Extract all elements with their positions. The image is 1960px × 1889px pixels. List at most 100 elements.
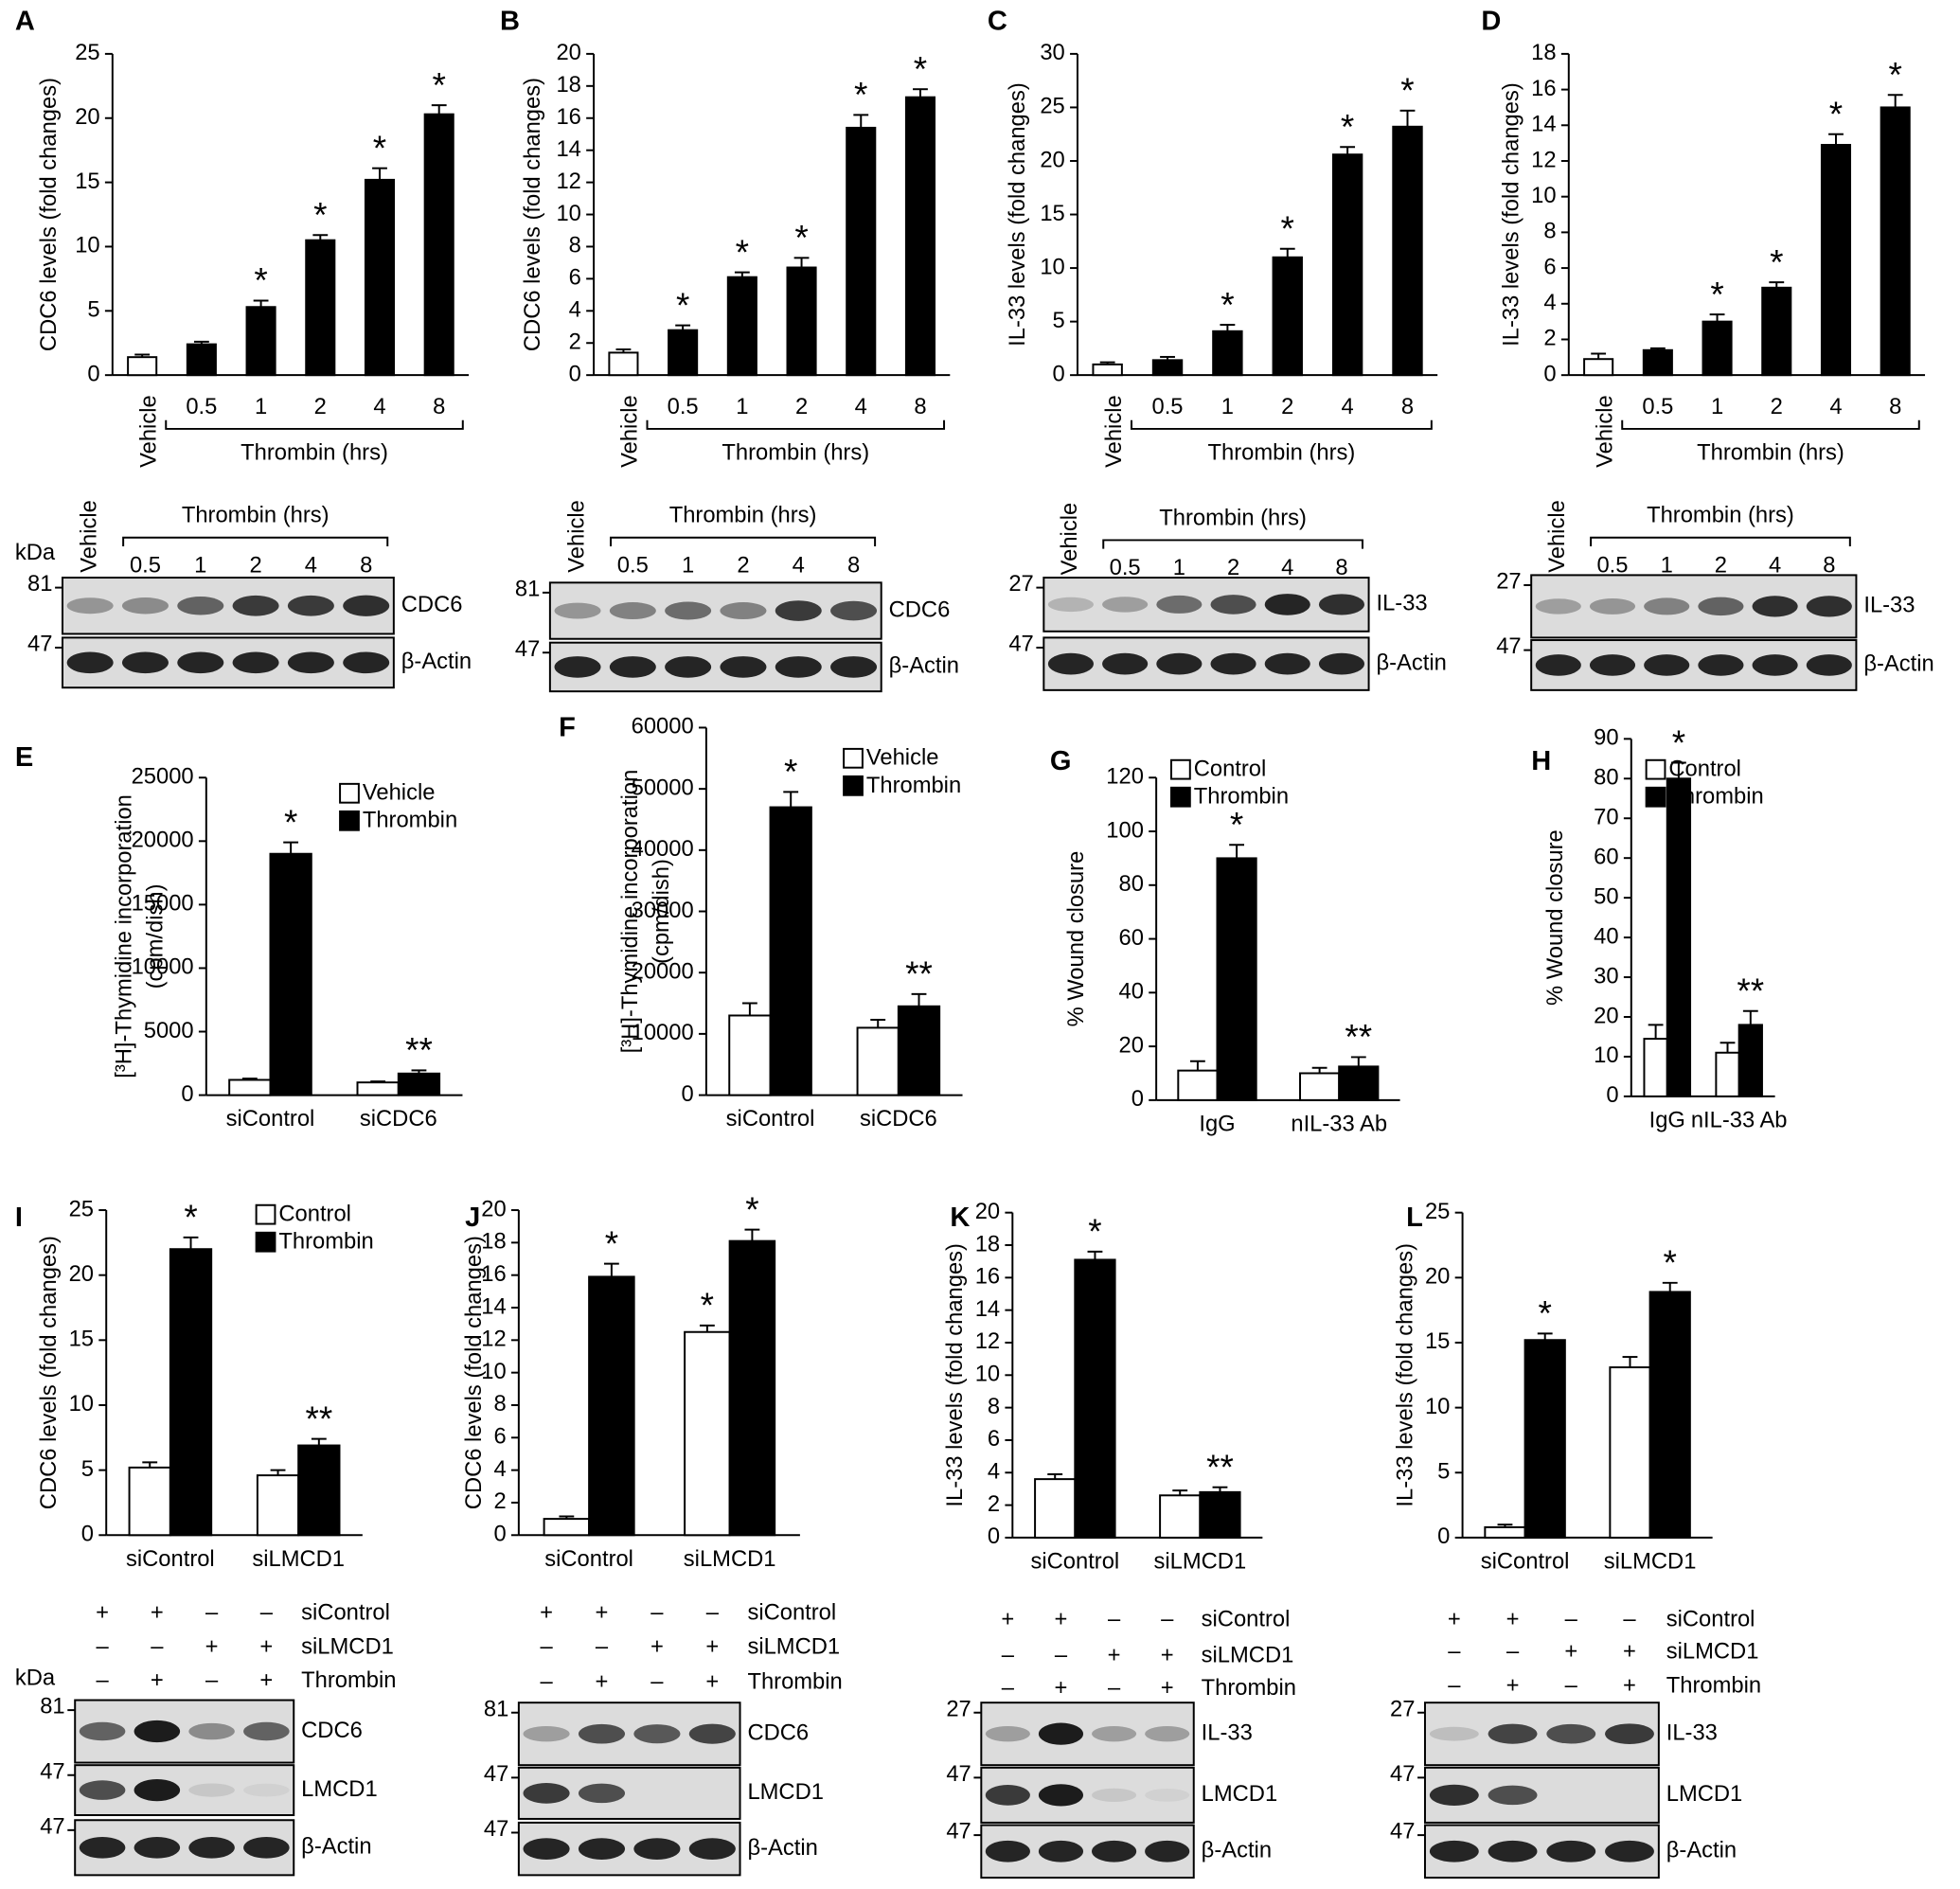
blot-band bbox=[232, 651, 279, 674]
significance: * bbox=[736, 233, 749, 272]
lane-label: 8 bbox=[847, 552, 860, 578]
x-tick-label: siControl bbox=[1030, 1549, 1119, 1575]
blot-band bbox=[188, 1783, 235, 1797]
lane-label: 2 bbox=[1227, 555, 1239, 580]
blot-band bbox=[1644, 597, 1690, 615]
panel-letter: J bbox=[465, 1203, 480, 1233]
blot-band bbox=[1092, 1788, 1137, 1802]
y-tick-label: 2 bbox=[1543, 326, 1556, 351]
legend-swatch bbox=[339, 810, 360, 831]
bar bbox=[1177, 1069, 1219, 1101]
lane-sign: – bbox=[1108, 1675, 1121, 1701]
blot-band bbox=[830, 656, 878, 678]
lane-sign: – bbox=[1161, 1606, 1174, 1631]
bar bbox=[256, 1474, 300, 1537]
x-tick-label: 2 bbox=[795, 394, 808, 419]
lane-label: 2 bbox=[249, 552, 261, 578]
blot-band bbox=[830, 600, 878, 621]
legend-swatch bbox=[255, 1231, 276, 1253]
lane-sign: + bbox=[1506, 1672, 1520, 1698]
blot-band bbox=[343, 651, 390, 674]
legend-swatch bbox=[1169, 758, 1191, 780]
y-tick-label: 16 bbox=[556, 104, 580, 130]
row-label: β-Actin bbox=[401, 649, 472, 674]
y-tick-label: 12 bbox=[1531, 147, 1556, 172]
group-bracket bbox=[646, 419, 946, 430]
lane-sign: + bbox=[151, 1600, 164, 1626]
blot-band bbox=[1145, 1840, 1190, 1862]
blot-band bbox=[1535, 654, 1581, 676]
lane-sign: – bbox=[1108, 1606, 1121, 1631]
legend-swatch bbox=[1645, 758, 1666, 780]
x-tick-label: Vehicle bbox=[1101, 395, 1127, 468]
y-tick-label: 0 bbox=[681, 1081, 693, 1107]
y-tick-label: 15000 bbox=[132, 891, 194, 917]
y-tick-label: 14 bbox=[481, 1293, 506, 1319]
row-label: β-Actin bbox=[1666, 1838, 1737, 1863]
blot-band bbox=[775, 600, 822, 621]
blot-band bbox=[523, 1838, 570, 1860]
y-axis-label: % Wound closure bbox=[1542, 829, 1568, 1006]
significance: ** bbox=[1345, 1018, 1372, 1057]
blot-band bbox=[665, 656, 712, 678]
lane-sign: + bbox=[650, 1633, 664, 1659]
row-label: CDC6 bbox=[301, 1718, 363, 1743]
y-tick-label: 15 bbox=[1040, 201, 1064, 226]
significance: * bbox=[854, 76, 867, 115]
mw-marker: 47 bbox=[1390, 1761, 1415, 1787]
panel-letter: D bbox=[1481, 7, 1501, 37]
kda-label: kDa bbox=[15, 540, 56, 565]
significance: ** bbox=[305, 1399, 332, 1438]
bar bbox=[684, 1330, 731, 1537]
blot-band bbox=[1752, 596, 1798, 617]
blot-band bbox=[1038, 1840, 1084, 1862]
significance: * bbox=[1672, 723, 1685, 762]
y-tick-label: 60000 bbox=[632, 714, 694, 740]
lane-sign: + bbox=[1161, 1675, 1174, 1701]
bar bbox=[1216, 857, 1257, 1101]
blot-band bbox=[1038, 1722, 1084, 1745]
y-tick-label: 25 bbox=[75, 40, 99, 65]
blot-band bbox=[578, 1723, 626, 1744]
lane-sign: – bbox=[1623, 1606, 1636, 1631]
blot-band bbox=[688, 1723, 736, 1744]
blot-band bbox=[554, 602, 601, 619]
y-tick-label: 12 bbox=[975, 1328, 1000, 1354]
x-tick-label: 1 bbox=[736, 394, 748, 419]
y-tick-label: 50 bbox=[1594, 883, 1618, 909]
lane-sign: + bbox=[205, 1633, 219, 1659]
y-tick-label: 0 bbox=[569, 361, 581, 386]
significance: * bbox=[745, 1190, 758, 1229]
y-tick-label: 16 bbox=[481, 1261, 506, 1287]
blot-band bbox=[985, 1785, 1030, 1806]
mw-marker: 27 bbox=[946, 1696, 971, 1721]
lane-label: Vehicle bbox=[563, 500, 589, 573]
bar bbox=[1880, 106, 1911, 377]
blot-band bbox=[177, 596, 224, 615]
y-tick-label: 14 bbox=[975, 1296, 1000, 1322]
row-label: IL-33 bbox=[1376, 591, 1427, 616]
bar bbox=[169, 1248, 213, 1537]
bar bbox=[728, 1014, 772, 1096]
lane-sign: – bbox=[1565, 1606, 1578, 1631]
lane-sign: + bbox=[96, 1600, 109, 1626]
y-axis-label: IL-33 levels (fold changes) bbox=[1392, 1243, 1417, 1507]
mw-marker: 47 bbox=[484, 1761, 508, 1787]
lane-sign: + bbox=[596, 1600, 609, 1626]
blot-band bbox=[1535, 598, 1581, 615]
blot-band bbox=[1318, 652, 1364, 675]
x-tick-label: siLMCD1 bbox=[1154, 1549, 1247, 1575]
blot-band bbox=[1047, 652, 1094, 675]
blot-band bbox=[121, 597, 169, 615]
y-axis-label: CDC6 levels (fold changes) bbox=[461, 1236, 487, 1509]
row-label: CDC6 bbox=[401, 592, 463, 617]
lane-label: 1 bbox=[194, 552, 206, 578]
bar bbox=[1338, 1065, 1380, 1101]
group-label: Thrombin (hrs) bbox=[1697, 440, 1844, 466]
y-tick-label: 0 bbox=[87, 361, 99, 386]
lane-sign: + bbox=[1623, 1639, 1636, 1665]
y-tick-label: 0 bbox=[1543, 361, 1556, 386]
lane-label: 8 bbox=[1335, 555, 1347, 580]
blot-band bbox=[1698, 597, 1744, 616]
bar bbox=[364, 178, 396, 377]
